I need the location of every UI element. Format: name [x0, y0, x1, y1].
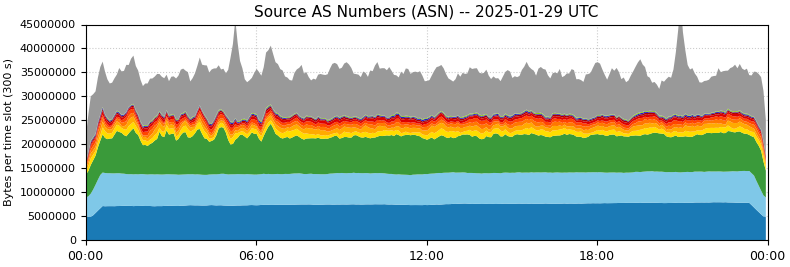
- Y-axis label: Bytes per time slot (300 s): Bytes per time slot (300 s): [4, 58, 14, 206]
- Title: Source AS Numbers (ASN) -- 2025-01-29 UTC: Source AS Numbers (ASN) -- 2025-01-29 UT…: [254, 4, 599, 19]
